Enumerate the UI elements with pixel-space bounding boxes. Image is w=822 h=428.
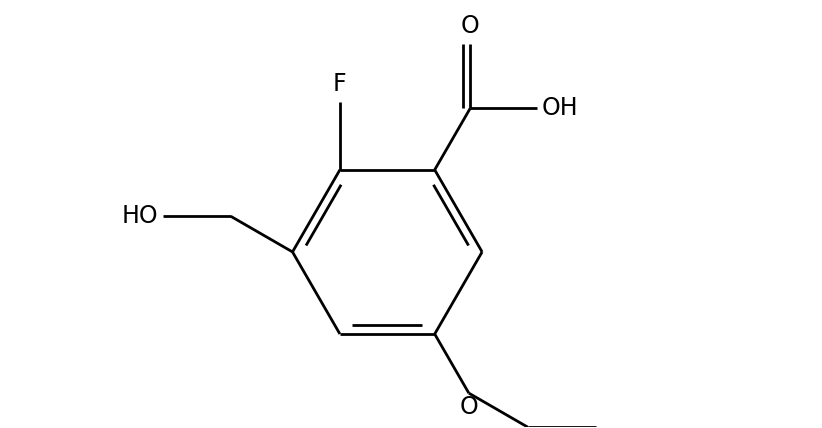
Text: OH: OH <box>542 96 578 120</box>
Text: O: O <box>461 14 479 38</box>
Text: F: F <box>333 72 347 96</box>
Text: HO: HO <box>122 205 158 229</box>
Text: O: O <box>459 395 478 419</box>
